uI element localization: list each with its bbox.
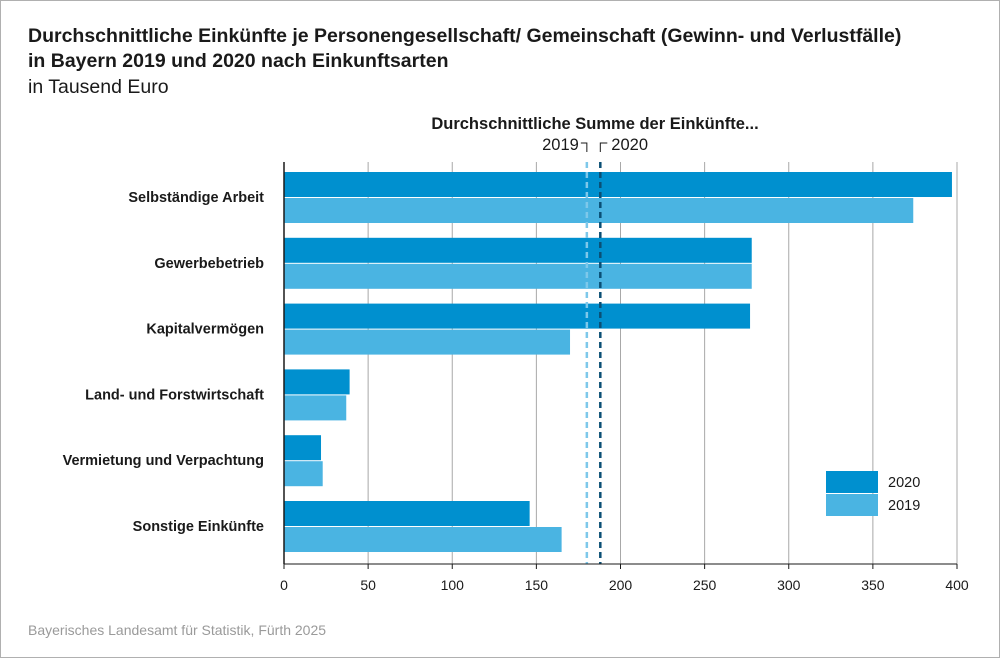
- x-tick-label-250: 250: [693, 577, 717, 593]
- reference-annotation-label-2020: 2020: [611, 136, 648, 154]
- legend-label-2020: 2020: [888, 475, 920, 491]
- bar-2019-5: [284, 527, 562, 552]
- category-label-1: Gewerbebetrieb: [154, 256, 264, 272]
- x-tick-label-350: 350: [861, 577, 885, 593]
- axes: [283, 162, 958, 569]
- x-tick-label-400: 400: [945, 577, 969, 593]
- bar-2020-5: [284, 501, 530, 526]
- x-tick-label-0: 0: [280, 577, 288, 593]
- bar-2020-4: [284, 435, 322, 461]
- reference-bracket-2020: [599, 142, 608, 152]
- tick-labels: 0 50 100 150 200 250 300 350 400: [280, 577, 969, 593]
- category-label-2: Kapitalvermögen: [146, 322, 264, 338]
- reference-bracket-2019: [580, 142, 588, 152]
- x-tick-label-150: 150: [525, 577, 549, 593]
- bar-2019-0: [284, 198, 914, 223]
- category-label-5: Sonstige Einkünfte: [133, 519, 264, 535]
- bar-2019-4: [284, 461, 323, 487]
- bar-2019-2: [284, 329, 571, 355]
- reference-annotation-label-2019: 2019: [542, 136, 579, 154]
- reference-annotation-title: Durchschnittliche Summe der Einkünfte...: [431, 115, 758, 133]
- chart-title-line-2: in Bayern 2019 und 2020 nach Einkunftsar…: [28, 50, 449, 72]
- source-note: Bayerisches Landesamt für Statistik, Für…: [28, 622, 327, 638]
- x-tick-label-300: 300: [777, 577, 801, 593]
- category-labels: Selbständige Arbeit Gewerbebetrieb Kapital…: [63, 190, 265, 535]
- x-tick-label-200: 200: [609, 577, 633, 593]
- legend-swatch-2019: [826, 494, 878, 516]
- legend: 2020 2019: [826, 471, 920, 516]
- reference-lines: [585, 162, 602, 564]
- legend-swatch-2020: [826, 471, 878, 493]
- bar-2020-2: [284, 303, 751, 329]
- bar-2020-1: [284, 237, 752, 263]
- reference-annotation: Durchschnittliche Summe der Einkünfte...…: [431, 115, 758, 154]
- bar-2020-3: [284, 369, 350, 395]
- bar-2019-3: [284, 395, 347, 421]
- category-label-3: Land- und Forstwirtschaft: [85, 387, 264, 403]
- bar-2020-0: [284, 172, 952, 197]
- category-label-0: Selbständige Arbeit: [128, 190, 264, 206]
- bar-2019-1: [284, 263, 752, 289]
- x-tick-label-100: 100: [441, 577, 465, 593]
- chart-subtitle: in Tausend Euro: [28, 76, 169, 98]
- chart-title-line-1: Durchschnittliche Einkünfte je Personeng…: [28, 25, 902, 47]
- category-label-4: Vermietung und Verpachtung: [63, 453, 264, 469]
- x-tick-label-50: 50: [360, 577, 376, 593]
- bars: [284, 172, 952, 552]
- chart-title: Durchschnittliche Einkünfte je Personeng…: [28, 24, 901, 74]
- legend-label-2019: 2019: [888, 498, 920, 514]
